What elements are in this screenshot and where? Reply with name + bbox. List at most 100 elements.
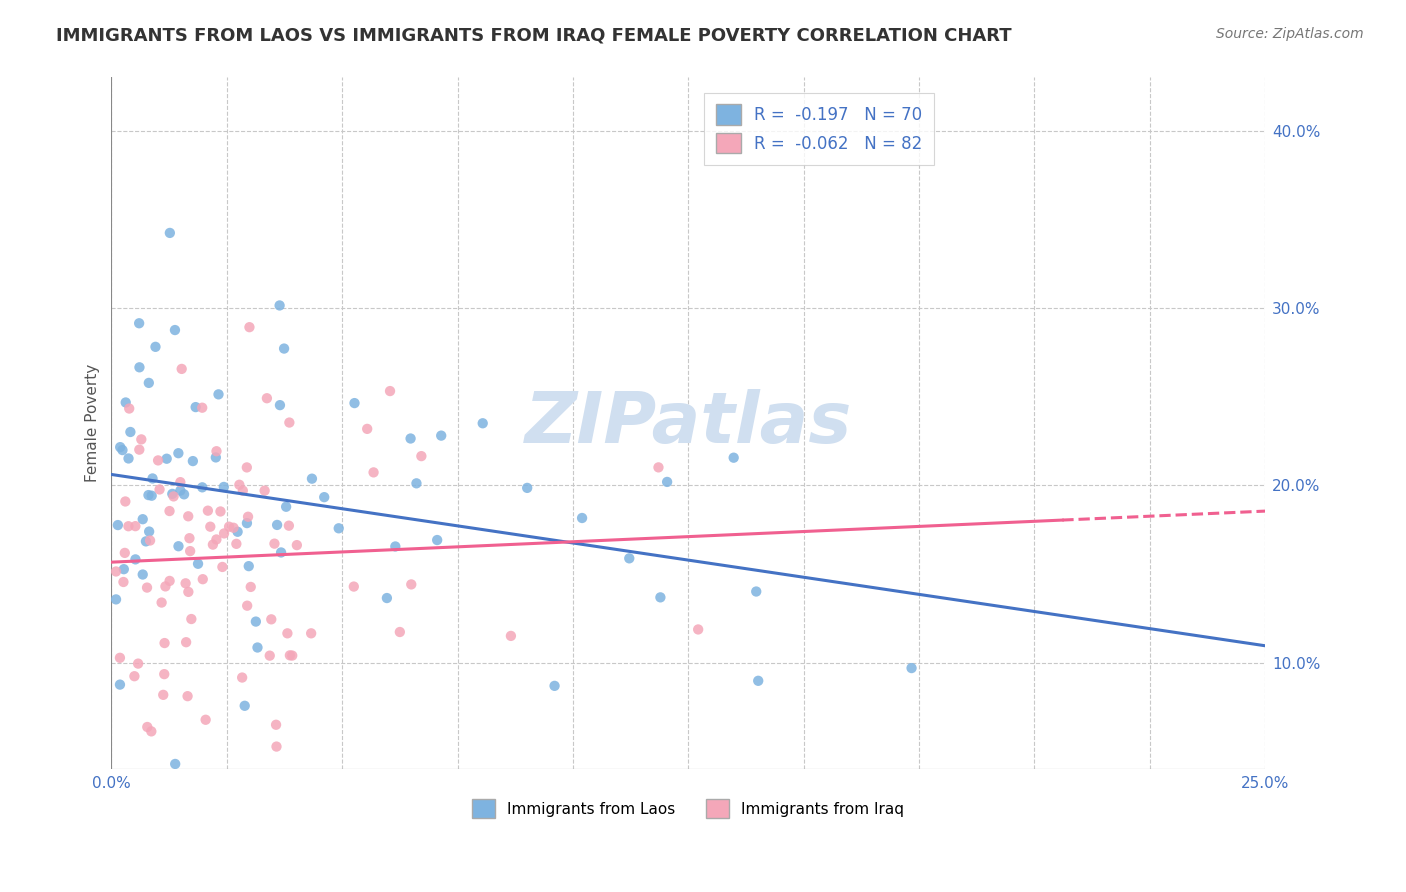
Point	[263, 536, 285, 550]
Point	[124, 669, 146, 683]
Point	[124, 519, 146, 533]
Point	[181, 454, 204, 468]
Point	[269, 398, 291, 412]
Point	[156, 451, 179, 466]
Point	[619, 551, 641, 566]
Point	[499, 629, 522, 643]
Point	[236, 460, 259, 475]
Point	[105, 565, 128, 579]
Point	[108, 650, 131, 665]
Point	[266, 517, 288, 532]
Point	[132, 512, 155, 526]
Y-axis label: Female Poverty: Female Poverty	[86, 364, 100, 483]
Point	[516, 481, 538, 495]
Point	[153, 636, 176, 650]
Point	[127, 657, 149, 671]
Point	[114, 494, 136, 508]
Point	[139, 533, 162, 548]
Point	[152, 688, 174, 702]
Point	[179, 531, 201, 545]
Point	[647, 460, 669, 475]
Point	[314, 490, 336, 504]
Point	[111, 443, 134, 458]
Point	[141, 724, 163, 739]
Point	[132, 567, 155, 582]
Point	[118, 401, 141, 416]
Point	[141, 471, 163, 485]
Point	[155, 579, 177, 593]
Point	[236, 516, 259, 530]
Point	[239, 580, 262, 594]
Point	[233, 698, 256, 713]
Point	[236, 509, 259, 524]
Point	[211, 560, 233, 574]
Point	[205, 444, 228, 458]
Point	[270, 545, 292, 559]
Point	[204, 450, 226, 465]
Point	[278, 648, 301, 663]
Point	[266, 739, 288, 754]
Point	[124, 552, 146, 566]
Point	[163, 323, 186, 337]
Point	[148, 483, 170, 497]
Point	[401, 577, 423, 591]
Point	[191, 480, 214, 494]
Point	[159, 504, 181, 518]
Point	[201, 538, 224, 552]
Point	[236, 599, 259, 613]
Point	[145, 340, 167, 354]
Point	[167, 446, 190, 460]
Point	[107, 518, 129, 533]
Point	[399, 432, 422, 446]
Point	[117, 519, 139, 533]
Point	[159, 226, 181, 240]
Point	[131, 433, 153, 447]
Point	[162, 487, 184, 501]
Point	[281, 648, 304, 663]
Point	[138, 376, 160, 390]
Point	[228, 477, 250, 491]
Point	[141, 489, 163, 503]
Point	[388, 625, 411, 640]
Point	[146, 453, 169, 467]
Point	[176, 689, 198, 703]
Point	[105, 592, 128, 607]
Point	[745, 584, 768, 599]
Point	[117, 451, 139, 466]
Point	[191, 401, 214, 415]
Point	[260, 612, 283, 626]
Point	[150, 596, 173, 610]
Point	[184, 400, 207, 414]
Point	[128, 442, 150, 457]
Point	[128, 360, 150, 375]
Point	[650, 591, 672, 605]
Point	[222, 521, 245, 535]
Point	[343, 396, 366, 410]
Point	[207, 387, 229, 401]
Point	[655, 475, 678, 489]
Point	[259, 648, 281, 663]
Point	[747, 673, 769, 688]
Point	[169, 483, 191, 498]
Point	[471, 417, 494, 431]
Point	[277, 518, 299, 533]
Point	[209, 504, 232, 518]
Point	[411, 449, 433, 463]
Point	[136, 720, 159, 734]
Point	[128, 316, 150, 330]
Point	[169, 475, 191, 490]
Point	[356, 422, 378, 436]
Point	[187, 557, 209, 571]
Point	[299, 626, 322, 640]
Point	[226, 524, 249, 539]
Point	[723, 450, 745, 465]
Text: IMMIGRANTS FROM LAOS VS IMMIGRANTS FROM IRAQ FEMALE POVERTY CORRELATION CHART: IMMIGRANTS FROM LAOS VS IMMIGRANTS FROM …	[56, 27, 1012, 45]
Point	[174, 576, 197, 591]
Legend: Immigrants from Laos, Immigrants from Iraq: Immigrants from Laos, Immigrants from Ir…	[467, 793, 911, 824]
Point	[212, 480, 235, 494]
Point	[159, 574, 181, 588]
Point	[343, 580, 366, 594]
Point	[253, 483, 276, 498]
Point	[430, 428, 453, 442]
Point	[301, 472, 323, 486]
